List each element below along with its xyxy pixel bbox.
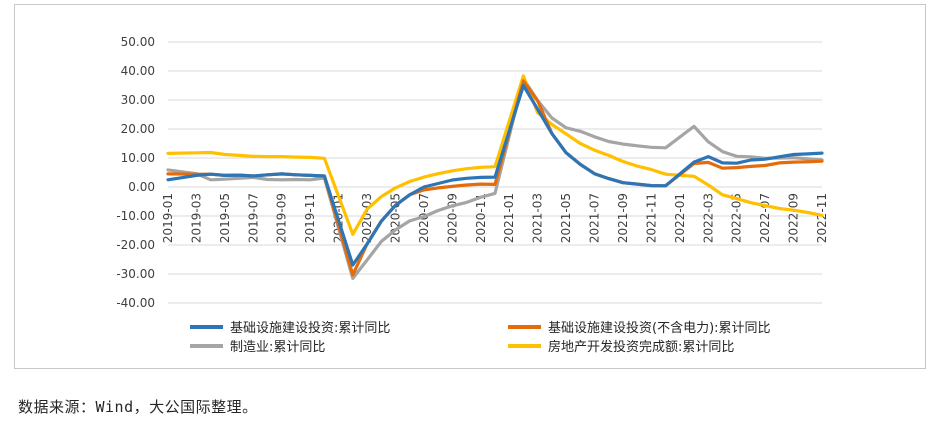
x-tick-label: 2022-09 [787, 193, 801, 243]
x-tick-label: 2019-01 [161, 193, 175, 243]
legend-label: 基础设施建设投资:累计同比 [230, 320, 390, 336]
y-tick-label: 0.00 [128, 180, 155, 194]
x-axis-ticks: 2019-01 2019-03 2019-05 2019-07 2019-09 2019-… [161, 193, 829, 243]
y-tick-label: -20.00 [116, 238, 155, 252]
x-tick-label: 2022-11 [815, 193, 829, 243]
y-tick-label: 30.00 [121, 93, 155, 107]
x-tick-label: 2020-05 [388, 193, 402, 243]
y-tick-label: 10.00 [121, 151, 155, 165]
legend-label: 制造业:累计同比 [230, 340, 325, 355]
x-tick-label: 2022-05 [730, 193, 744, 243]
x-tick-label: 2021-03 [531, 193, 545, 243]
legend-label: 基础设施建设投资(不含电力):累计同比 [548, 320, 771, 336]
y-tick-label: 40.00 [121, 64, 155, 78]
x-tick-label: 2019-05 [218, 193, 232, 243]
y-tick-label: 20.00 [121, 122, 155, 136]
series-lines [166, 74, 824, 280]
x-tick-label: 2021-01 [502, 193, 516, 243]
y-tick-label: 50.00 [121, 35, 155, 49]
x-tick-label: 2022-03 [701, 193, 715, 243]
x-tick-label: 2021-05 [559, 193, 573, 243]
x-tick-label: 2021-11 [644, 193, 658, 243]
legend-label: 房地产开发投资完成额:累计同比 [548, 339, 734, 355]
x-tick-label: 2019-03 [189, 193, 203, 243]
x-tick-label: 2020-09 [445, 193, 459, 243]
source-note: 数据来源：Wind，大公国际整理。 [18, 398, 258, 416]
x-tick-label: 2019-07 [246, 193, 260, 243]
legend: 基础设施建设投资:累计同比 基础设施建设投资(不含电力):累计同比制造业:累计同比… [190, 320, 771, 355]
series-line-4 [166, 74, 824, 236]
x-tick-label: 2020-11 [474, 193, 488, 243]
y-tick-label: -40.00 [116, 296, 155, 310]
x-tick-label: 2021-09 [616, 193, 630, 243]
series-line-3 [166, 77, 824, 280]
x-tick-label: 2019-09 [275, 193, 289, 243]
x-tick-label: 2021-07 [588, 193, 602, 243]
y-tick-label: -10.00 [116, 209, 155, 223]
series-line-1 [166, 83, 824, 267]
x-tick-label: 2022-07 [758, 193, 772, 243]
x-tick-label: 2022-01 [673, 193, 687, 243]
y-axis-ticks: 50.00 40.00 30.00 20.00 10.00 0.00 -10.00 -20.0… [116, 35, 155, 310]
x-tick-label: 2019-11 [303, 193, 317, 243]
y-tick-label: -30.00 [116, 267, 155, 281]
